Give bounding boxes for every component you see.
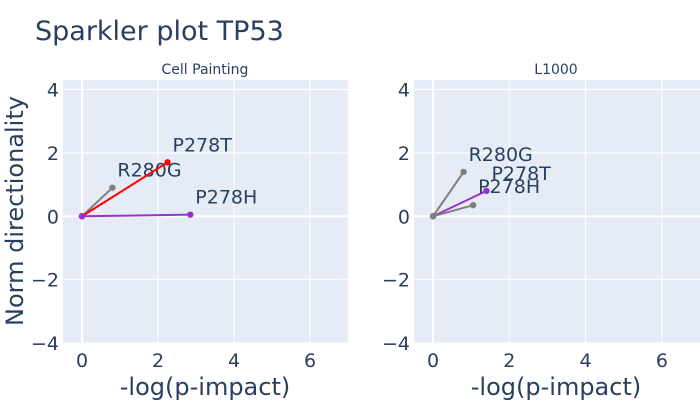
data-label: P278H	[478, 176, 540, 198]
series-line	[432, 171, 465, 217]
origin-point	[429, 213, 437, 220]
y-tick-label: 4	[398, 80, 410, 102]
y-tick-label: −2	[382, 270, 410, 292]
plot-background	[414, 80, 700, 343]
x-tick-label: 2	[503, 350, 515, 372]
data-point	[460, 168, 467, 176]
series-line	[81, 161, 169, 218]
x-axis-label: -log(p-impact)	[471, 373, 641, 400]
x-tick-label: 4	[580, 350, 592, 372]
y-tick-label: −4	[31, 333, 59, 355]
series-line	[432, 190, 487, 218]
y-axis-label: Norm directionality	[1, 96, 29, 326]
y-tick-label: −2	[31, 270, 59, 292]
data-point	[483, 187, 490, 195]
y-tick-label: 0	[47, 206, 59, 228]
x-tick-label: 4	[228, 350, 240, 372]
y-tick-label: −4	[382, 333, 410, 355]
data-label: R280G	[117, 160, 181, 182]
data-label: R280G	[469, 144, 533, 166]
x-tick-label: 0	[427, 350, 439, 372]
y-tick-label: 2	[398, 143, 410, 165]
chart-title: Sparkler plot TP53	[35, 16, 284, 47]
x-tick-label: 0	[76, 350, 88, 372]
series-line	[81, 187, 114, 217]
y-tick-label: 4	[47, 80, 59, 102]
data-label: P278T	[491, 163, 551, 185]
y-tick-label: 0	[398, 206, 410, 228]
panel-l1000: L1000 -log(p-impact) 0 2 4 6420−2−4R280GP27…	[382, 62, 700, 400]
data-point	[109, 184, 116, 191]
series-line	[81, 213, 191, 218]
panel-cell-painting: Cell Painting -log(p-impact) 0 2 4 6 4 2 0 −2 −4…	[31, 62, 348, 400]
x-tick-label: 2	[152, 350, 164, 372]
data-label: P278H	[195, 187, 257, 209]
plot-background	[63, 80, 348, 343]
x-tick-label: 6	[656, 350, 668, 372]
y-tick-label: 2	[47, 143, 59, 165]
origin-point	[78, 213, 86, 220]
data-label: P278T	[173, 134, 233, 156]
data-point	[164, 159, 171, 166]
series-line	[432, 204, 474, 218]
data-point	[469, 201, 477, 209]
panel-subtitle: Cell Painting	[162, 62, 249, 78]
x-axis-label: -log(p-impact)	[120, 373, 290, 400]
data-point	[187, 211, 194, 218]
panel-subtitle: L1000	[534, 62, 577, 78]
x-tick-label: 6	[304, 350, 316, 372]
